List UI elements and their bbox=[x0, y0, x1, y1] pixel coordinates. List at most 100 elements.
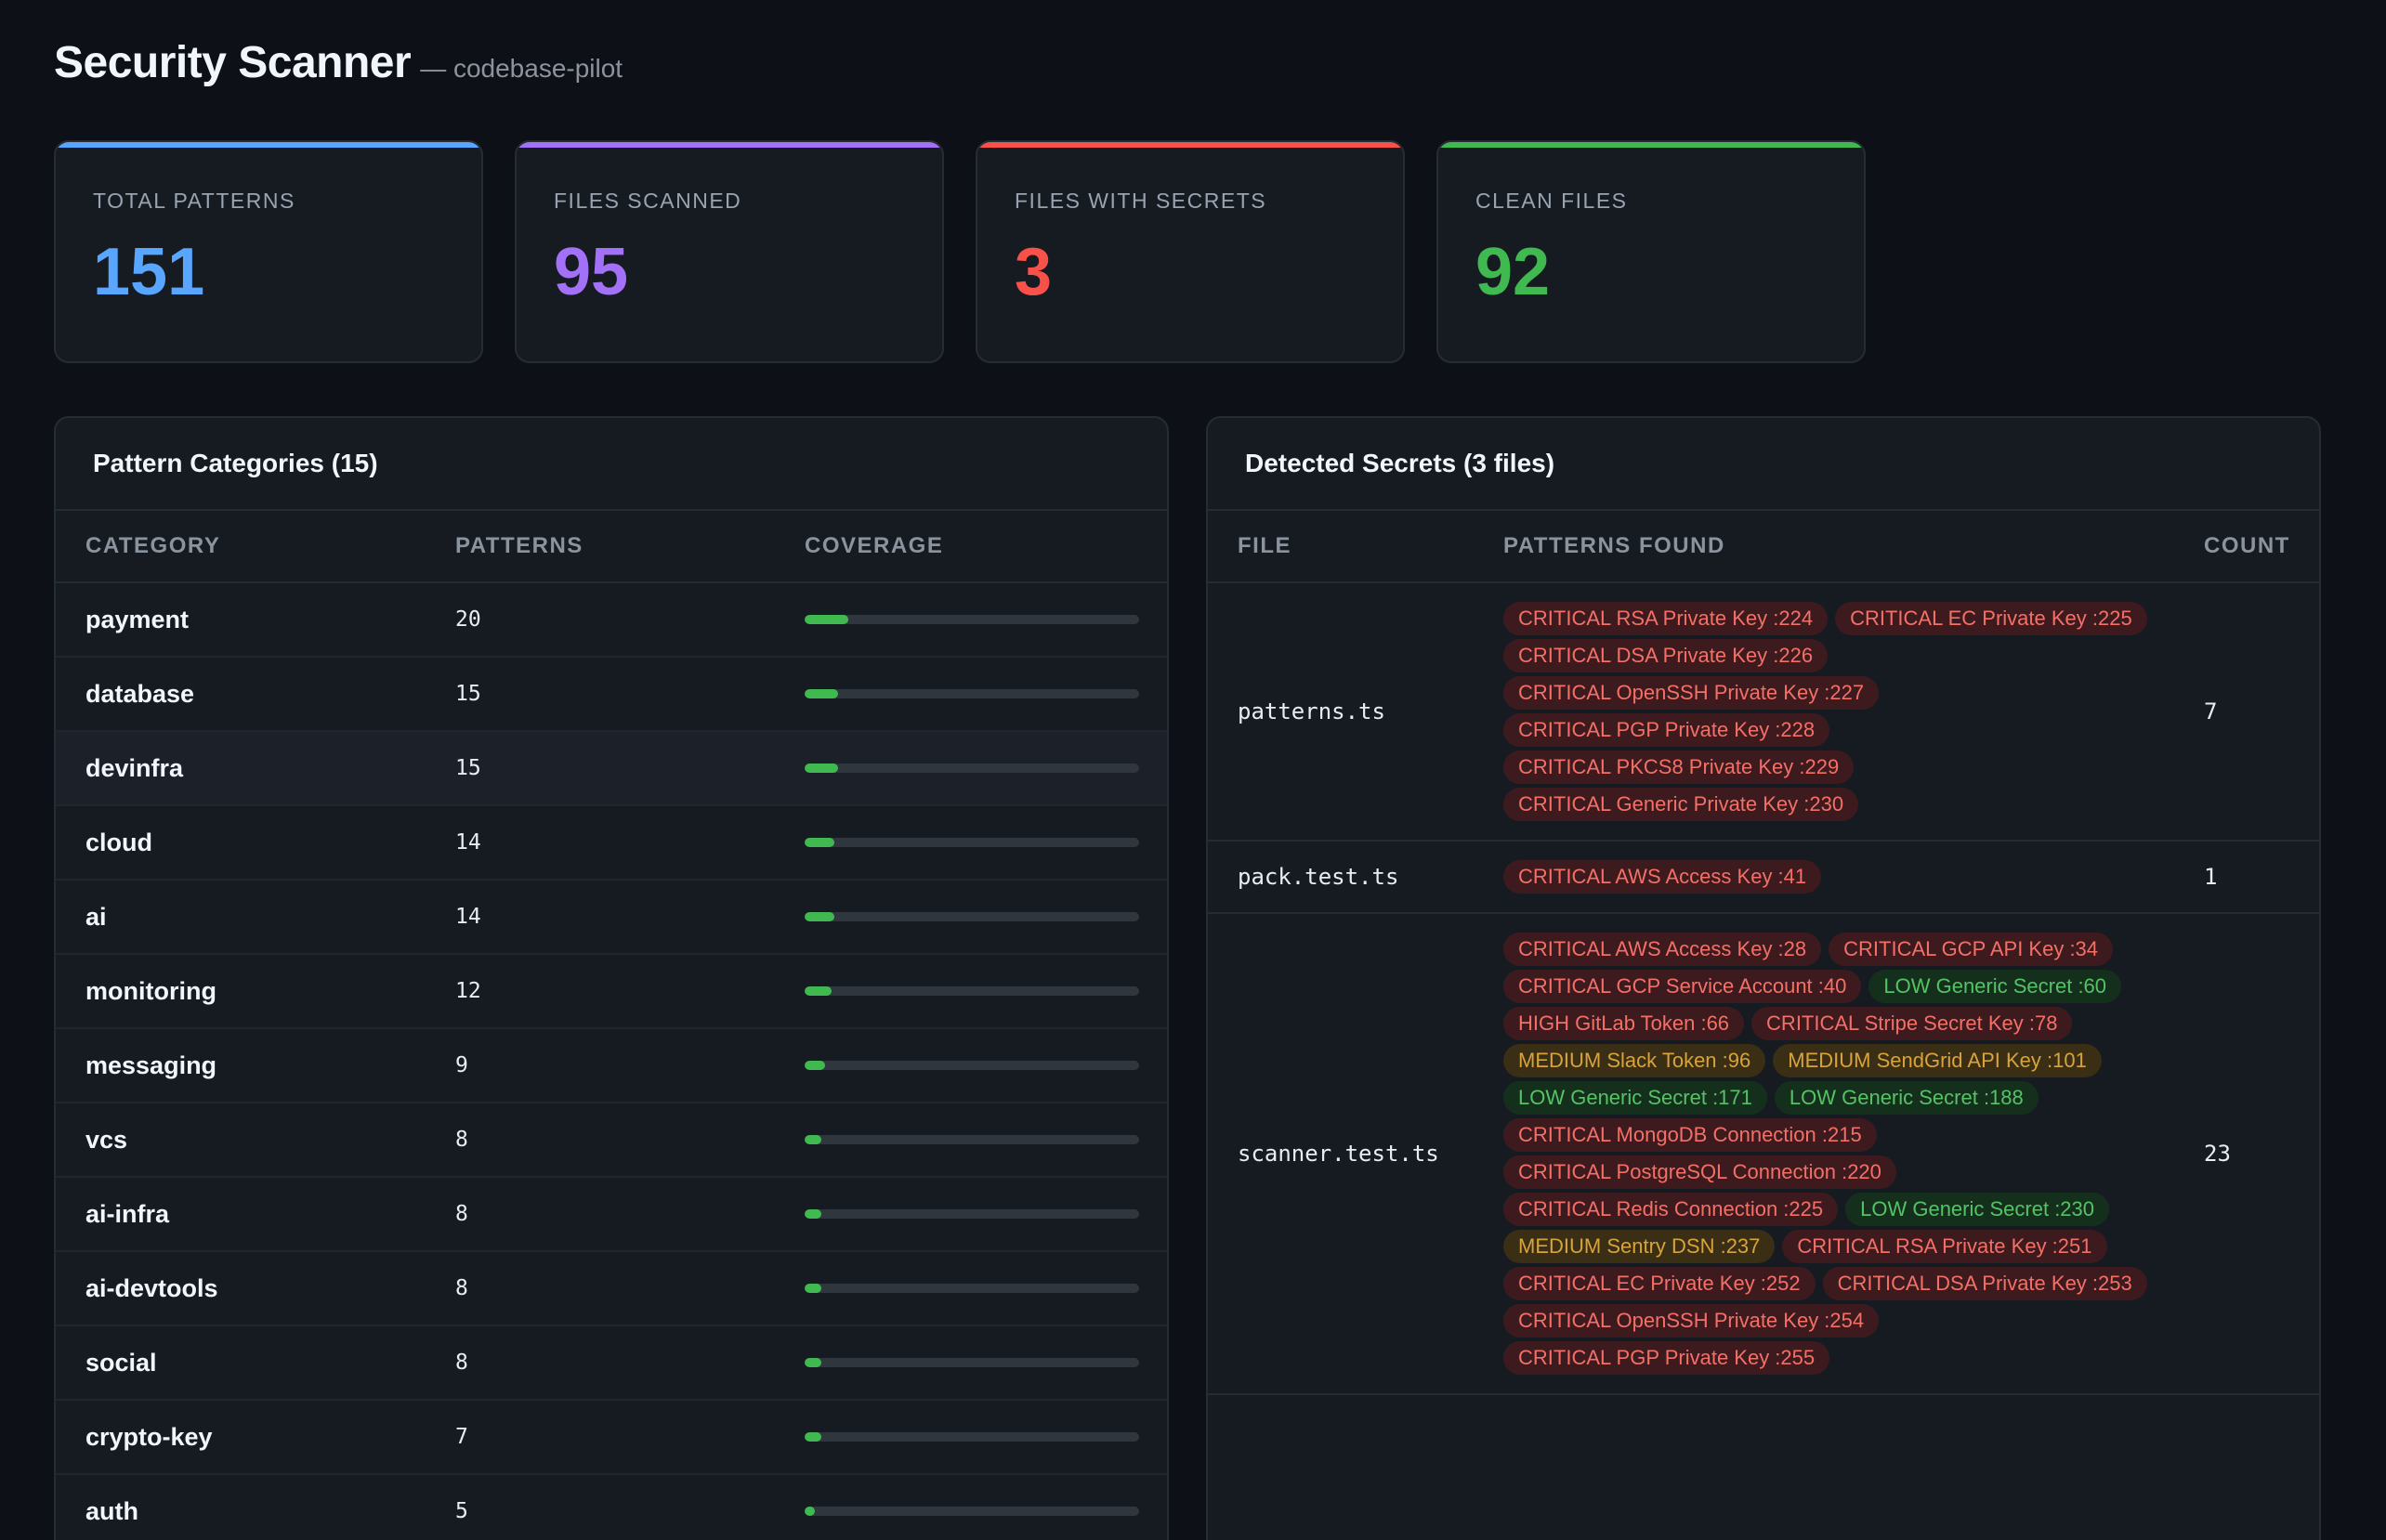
finding-badge[interactable]: CRITICAL PGP Private Key :228 bbox=[1503, 713, 1830, 747]
finding-badge[interactable]: CRITICAL OpenSSH Private Key :254 bbox=[1503, 1304, 1880, 1338]
table-row[interactable]: devinfra 15 bbox=[56, 732, 1167, 806]
finding-badge[interactable]: LOW Generic Secret :188 bbox=[1774, 1081, 2039, 1115]
table-row[interactable]: ai 14 bbox=[56, 881, 1167, 955]
stat-label: CLEAN FILES bbox=[1475, 189, 1628, 213]
finding-badge[interactable]: CRITICAL RSA Private Key :251 bbox=[1782, 1230, 2107, 1263]
finding-badge[interactable]: CRITICAL AWS Access Key :41 bbox=[1503, 860, 1822, 894]
pattern-count: 15 bbox=[455, 756, 481, 780]
stat-label: FILES SCANNED bbox=[554, 189, 742, 213]
finding-badge[interactable]: CRITICAL RSA Private Key :224 bbox=[1503, 602, 1829, 635]
coverage-bar bbox=[805, 763, 1139, 773]
secret-rows: patterns.ts CRITICAL RSA Private Key :224… bbox=[1208, 583, 2319, 1395]
stat-card-files-scanned: FILES SCANNED 95 bbox=[515, 140, 944, 363]
card-accent-bar bbox=[1438, 142, 1864, 148]
table-row[interactable]: pack.test.ts CRITICAL AWS Access Key :41 1 bbox=[1208, 842, 2319, 914]
file-name: patterns.ts bbox=[1238, 698, 1385, 724]
category-name: messaging bbox=[85, 1051, 217, 1079]
table-row[interactable]: cloud 14 bbox=[56, 806, 1167, 881]
card-accent-bar bbox=[977, 142, 1403, 148]
pattern-count: 8 bbox=[455, 1351, 468, 1375]
pattern-count: 12 bbox=[455, 979, 481, 1003]
finding-badge[interactable]: CRITICAL PGP Private Key :255 bbox=[1503, 1341, 1830, 1375]
coverage-fill bbox=[805, 689, 838, 698]
finding-badge[interactable]: CRITICAL EC Private Key :252 bbox=[1503, 1267, 1816, 1300]
stat-label: TOTAL PATTERNS bbox=[93, 189, 295, 213]
finding-badge[interactable]: CRITICAL EC Private Key :225 bbox=[1835, 602, 2147, 635]
finding-badge[interactable]: MEDIUM SendGrid API Key :101 bbox=[1773, 1044, 2102, 1077]
panel-title: Pattern Categories (15) bbox=[56, 418, 1167, 511]
coverage-bar bbox=[805, 1507, 1139, 1516]
finding-badge[interactable]: LOW Generic Secret :230 bbox=[1845, 1193, 2110, 1226]
table-row[interactable]: scanner.test.ts CRITICAL AWS Access Key :… bbox=[1208, 914, 2319, 1395]
card-accent-bar bbox=[517, 142, 942, 148]
column-header-category[interactable]: CATEGORY bbox=[85, 533, 221, 558]
finding-count: 7 bbox=[2204, 698, 2218, 724]
column-header-count[interactable]: COUNT bbox=[2204, 533, 2290, 558]
stat-value: 92 bbox=[1475, 235, 1551, 309]
table-row[interactable]: monitoring 12 bbox=[56, 955, 1167, 1029]
category-name: crypto-key bbox=[85, 1422, 213, 1451]
coverage-bar bbox=[805, 838, 1139, 847]
category-name: social bbox=[85, 1348, 157, 1377]
finding-badge[interactable]: LOW Generic Secret :60 bbox=[1868, 970, 2122, 1003]
pattern-count: 8 bbox=[455, 1276, 468, 1300]
finding-badge[interactable]: CRITICAL PKCS8 Private Key :229 bbox=[1503, 750, 1855, 784]
coverage-bar bbox=[805, 689, 1139, 698]
table-row[interactable]: vcs 8 bbox=[56, 1103, 1167, 1178]
table-row[interactable]: auth 5 bbox=[56, 1475, 1167, 1540]
finding-badge[interactable]: CRITICAL PostgreSQL Connection :220 bbox=[1503, 1155, 1896, 1189]
stat-value: 151 bbox=[93, 235, 205, 309]
finding-badge[interactable]: HIGH GitLab Token :66 bbox=[1503, 1007, 1745, 1040]
table-row[interactable]: ai-infra 8 bbox=[56, 1178, 1167, 1252]
finding-badge[interactable]: CRITICAL MongoDB Connection :215 bbox=[1503, 1118, 1877, 1152]
table-row[interactable]: ai-devtools 8 bbox=[56, 1252, 1167, 1326]
table-row[interactable]: payment 20 bbox=[56, 583, 1167, 658]
category-name: devinfra bbox=[85, 753, 184, 782]
finding-badge[interactable]: CRITICAL Stripe Secret Key :78 bbox=[1751, 1007, 2073, 1040]
coverage-fill bbox=[805, 1061, 825, 1070]
finding-badge[interactable]: CRITICAL Redis Connection :225 bbox=[1503, 1193, 1839, 1226]
coverage-bar bbox=[805, 1061, 1139, 1070]
table-row[interactable]: patterns.ts CRITICAL RSA Private Key :224… bbox=[1208, 583, 2319, 842]
file-name: pack.test.ts bbox=[1238, 864, 1399, 890]
coverage-bar bbox=[805, 986, 1139, 996]
findings-list: CRITICAL AWS Access Key :41 bbox=[1503, 860, 2172, 894]
table-row[interactable]: crypto-key 7 bbox=[56, 1401, 1167, 1475]
finding-badge[interactable]: CRITICAL GCP API Key :34 bbox=[1829, 933, 2114, 966]
table-row[interactable]: database 15 bbox=[56, 658, 1167, 732]
table-row[interactable]: social 8 bbox=[56, 1326, 1167, 1401]
finding-badge[interactable]: MEDIUM Sentry DSN :237 bbox=[1503, 1230, 1776, 1263]
coverage-bar bbox=[805, 912, 1139, 921]
coverage-fill bbox=[805, 912, 835, 921]
finding-badge[interactable]: LOW Generic Secret :171 bbox=[1503, 1081, 1767, 1115]
column-header-file[interactable]: FILE bbox=[1238, 533, 1291, 558]
column-header-coverage[interactable]: COVERAGE bbox=[805, 533, 944, 558]
coverage-bar bbox=[805, 615, 1139, 624]
table-row[interactable]: messaging 9 bbox=[56, 1029, 1167, 1103]
stat-card-total-patterns: TOTAL PATTERNS 151 bbox=[54, 140, 483, 363]
category-name: ai-devtools bbox=[85, 1273, 218, 1302]
pattern-count: 7 bbox=[455, 1425, 468, 1449]
finding-badge[interactable]: CRITICAL Generic Private Key :230 bbox=[1503, 788, 1859, 821]
finding-badge[interactable]: CRITICAL DSA Private Key :253 bbox=[1822, 1267, 2147, 1300]
category-name: ai bbox=[85, 902, 107, 931]
pattern-count: 8 bbox=[455, 1128, 468, 1152]
pattern-count: 14 bbox=[455, 830, 481, 855]
column-header-patterns[interactable]: PATTERNS bbox=[455, 533, 583, 558]
finding-count: 23 bbox=[2204, 1141, 2231, 1167]
coverage-fill bbox=[805, 1209, 821, 1219]
findings-list: CRITICAL RSA Private Key :224 CRITICAL EC… bbox=[1503, 602, 2172, 821]
finding-badge[interactable]: CRITICAL OpenSSH Private Key :227 bbox=[1503, 676, 1880, 710]
category-name: cloud bbox=[85, 828, 152, 856]
finding-badge[interactable]: CRITICAL AWS Access Key :28 bbox=[1503, 933, 1822, 966]
finding-badge[interactable]: CRITICAL GCP Service Account :40 bbox=[1503, 970, 1862, 1003]
coverage-bar bbox=[805, 1432, 1139, 1442]
category-name: database bbox=[85, 679, 195, 708]
page-header: Security Scanner — codebase-pilot bbox=[54, 37, 623, 88]
finding-badge[interactable]: MEDIUM Slack Token :96 bbox=[1503, 1044, 1766, 1077]
category-rows: payment 20 database 15 devinfra 15 cloud 14 ai 14… bbox=[56, 583, 1167, 1540]
column-header-patterns-found[interactable]: PATTERNS FOUND bbox=[1503, 533, 1725, 558]
finding-badge[interactable]: CRITICAL DSA Private Key :226 bbox=[1503, 639, 1829, 672]
coverage-fill bbox=[805, 1135, 821, 1144]
